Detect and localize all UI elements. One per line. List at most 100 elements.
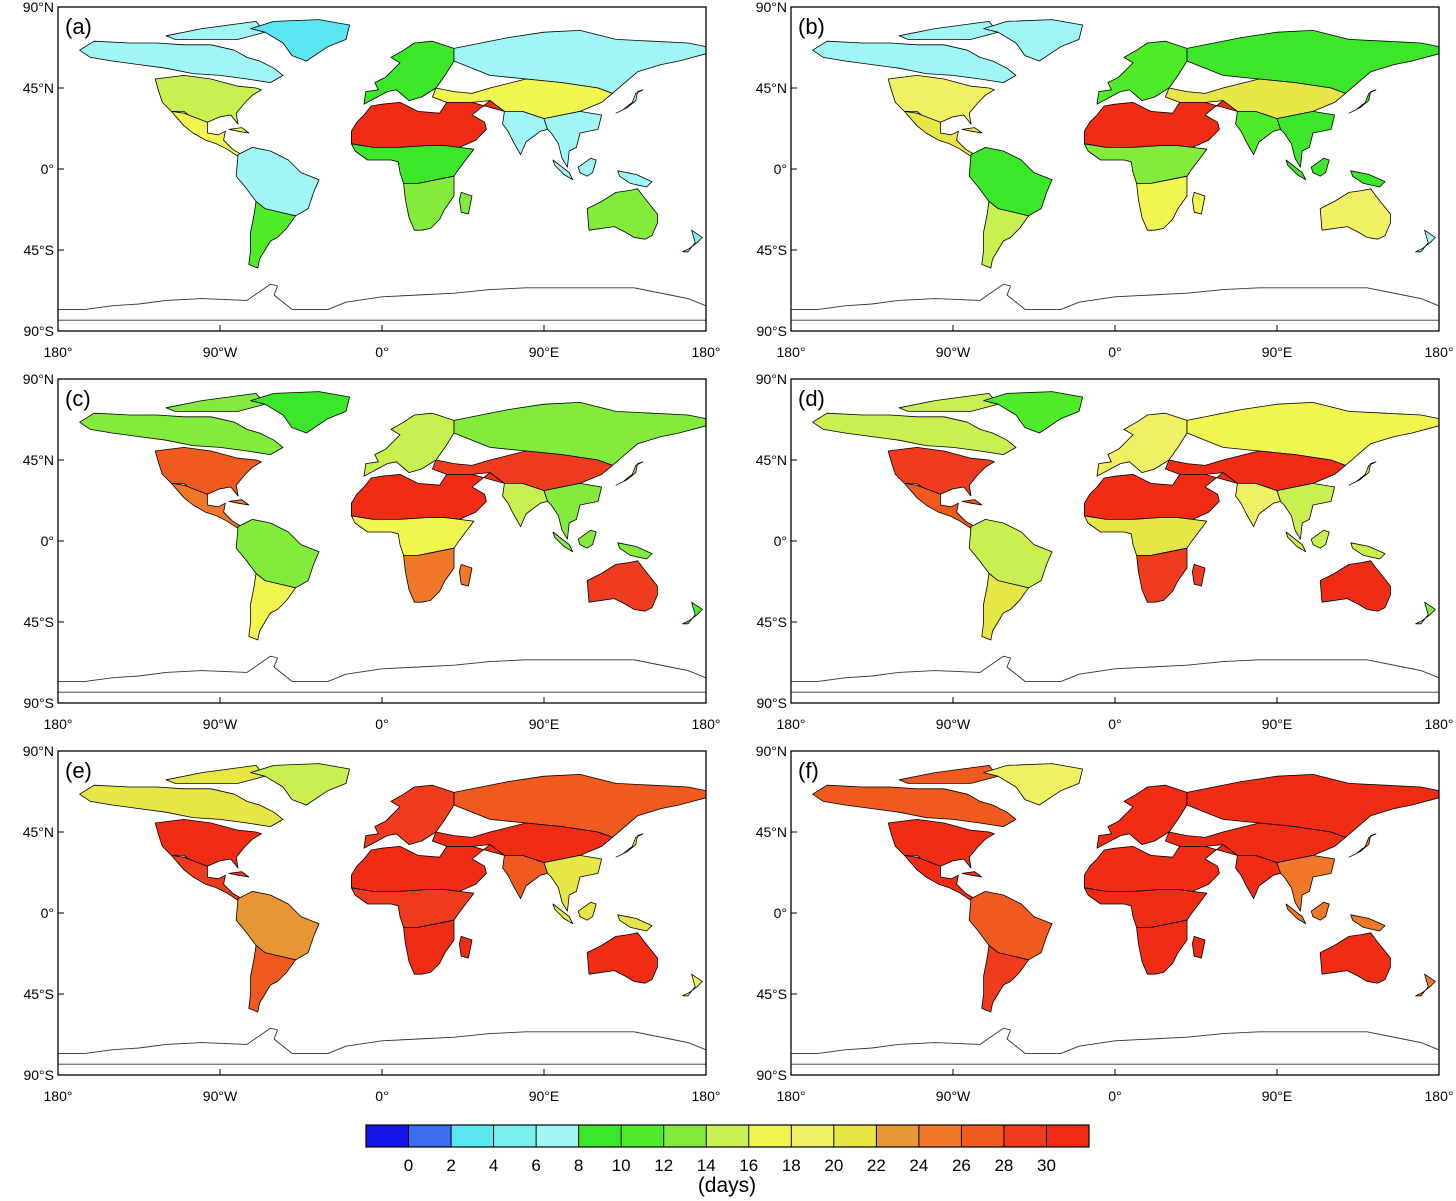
lon-tick-label: 90°W: [936, 716, 971, 732]
colorbar-swatch: [791, 1125, 835, 1147]
colorbar-tick-label: 2: [446, 1156, 455, 1175]
australia-region: [1319, 560, 1391, 612]
map-panels: 180° 90°W 0° 90°E 180°90°N45°N0°45°S90°S(a)1…: [23, 0, 1454, 1104]
map-panel-c: 180° 90°W 0° 90°E 180° 90°N 45°N 0° 45°S 90°S (c): [23, 371, 721, 732]
colorbar-swatch: [493, 1125, 537, 1147]
lon-tick-label: 180°: [44, 1088, 73, 1104]
lon-tick-label: 180°: [692, 344, 721, 360]
south-america-south-region: [981, 572, 1030, 641]
new-guinea-region: [1350, 542, 1386, 560]
lon-tick-label: 180°: [777, 1088, 806, 1104]
south-america-south-region: [248, 200, 297, 269]
colorbar-swatch: [621, 1125, 665, 1147]
central-africa-region: [350, 887, 475, 928]
lon-tick-label: 90°E: [529, 344, 560, 360]
north-america-mid-region: [154, 75, 262, 125]
central-america-region: [904, 855, 976, 901]
panel-label: (d): [798, 386, 825, 411]
lon-tick-label: 90°E: [1262, 1088, 1293, 1104]
colorbar-swatch: [918, 1125, 962, 1147]
lat-tick-label: 90°N: [756, 743, 787, 759]
south-america-south-region: [981, 200, 1030, 269]
india-region: [1235, 855, 1282, 900]
sahara-arabia-region: [350, 100, 505, 148]
new-guinea-region: [617, 542, 653, 560]
lat-tick-label: 90°S: [756, 323, 787, 339]
central-africa-region: [1083, 887, 1208, 928]
greenland-region: [250, 763, 351, 806]
india-region: [502, 483, 549, 528]
lat-tick-label: 0°: [774, 905, 787, 921]
colorbar-tick-label: 4: [489, 1156, 498, 1175]
canada-islands-region: [165, 392, 266, 412]
colorbar-tick-label: 26: [952, 1156, 971, 1175]
map-panel-d: 180° 90°W 0° 90°E 180° 90°N 45°N 0° 45°S 90°S (d): [756, 371, 1454, 732]
lat-tick-label: 45°S: [756, 986, 787, 1002]
sumatra-region: [1285, 531, 1307, 553]
lat-tick-label: 90°S: [756, 1067, 787, 1083]
lat-tick-label: 45°N: [756, 824, 787, 840]
colorbar-border: [365, 1124, 1090, 1148]
greenland-region: [983, 763, 1084, 806]
canada-islands-region: [165, 20, 266, 40]
siberia-region: [453, 29, 706, 94]
lon-tick-label: 90°E: [1262, 716, 1293, 732]
sumatra-region: [552, 159, 574, 181]
new-zealand-region: [1415, 973, 1436, 997]
lon-tick-label: 0°: [375, 344, 388, 360]
lon-tick-label: 0°: [1108, 716, 1121, 732]
new-zealand-region: [1415, 601, 1436, 625]
central-america-region: [904, 483, 976, 529]
greenland-region: [250, 391, 351, 434]
lon-tick-label: 180°: [777, 716, 806, 732]
antarctica-coast-region: [58, 1027, 706, 1065]
south-america-north-region: [235, 146, 320, 217]
madagascar-region: [1191, 935, 1206, 959]
southeast-asia-region: [543, 855, 602, 912]
greenland-region: [983, 19, 1084, 62]
cuba-region: [228, 871, 250, 878]
europe-region: [1096, 784, 1188, 849]
canada-islands-region: [898, 764, 999, 784]
madagascar-region: [1191, 563, 1206, 587]
india-region: [1235, 111, 1282, 156]
central-africa-region: [350, 143, 475, 184]
lat-tick-label: 90°N: [756, 0, 787, 15]
north-america-mid-region: [887, 819, 995, 869]
lon-tick-label: 0°: [1108, 1088, 1121, 1104]
north-america-high-lat-region: [812, 40, 1017, 83]
lon-tick-label: 0°: [375, 716, 388, 732]
cuba-region: [961, 127, 983, 134]
antarctica-coast-region: [791, 1027, 1439, 1065]
lat-tick-label: 90°S: [23, 695, 54, 711]
sahara-arabia-region: [350, 844, 505, 892]
map-panel-a: 180° 90°W 0° 90°E 180° 90°N 45°N 0° 45°S 90°S (a): [23, 0, 721, 360]
lat-tick-label: 90°N: [756, 371, 787, 387]
lat-tick-label: 0°: [774, 161, 787, 177]
colorbar-tick-label: 0: [404, 1156, 413, 1175]
southeast-asia-region: [1276, 855, 1335, 912]
lon-tick-label: 180°: [44, 716, 73, 732]
lat-tick-label: 45°S: [23, 986, 54, 1002]
central-africa-region: [1083, 143, 1208, 184]
south-america-north-region: [235, 890, 320, 961]
lat-tick-label: 90°S: [23, 323, 54, 339]
antarctica-coast-region: [791, 655, 1439, 693]
lon-tick-label: 180°: [1425, 716, 1454, 732]
colorbar-swatch: [706, 1125, 750, 1147]
lon-tick-label: 90°W: [203, 1088, 238, 1104]
new-guinea-region: [617, 170, 653, 188]
sahara-arabia-region: [1083, 472, 1238, 520]
lon-tick-label: 180°: [44, 344, 73, 360]
panel-label: (b): [798, 14, 825, 39]
japan-region: [615, 89, 644, 114]
lon-tick-label: 180°: [777, 344, 806, 360]
australia-region: [586, 560, 658, 612]
south-america-north-region: [968, 890, 1053, 961]
siberia-region: [1186, 29, 1439, 94]
europe-region: [363, 40, 455, 105]
panel-label: (f): [798, 758, 819, 783]
borneo-region: [1310, 529, 1330, 549]
new-zealand-region: [682, 973, 703, 997]
japan-region: [615, 461, 644, 486]
